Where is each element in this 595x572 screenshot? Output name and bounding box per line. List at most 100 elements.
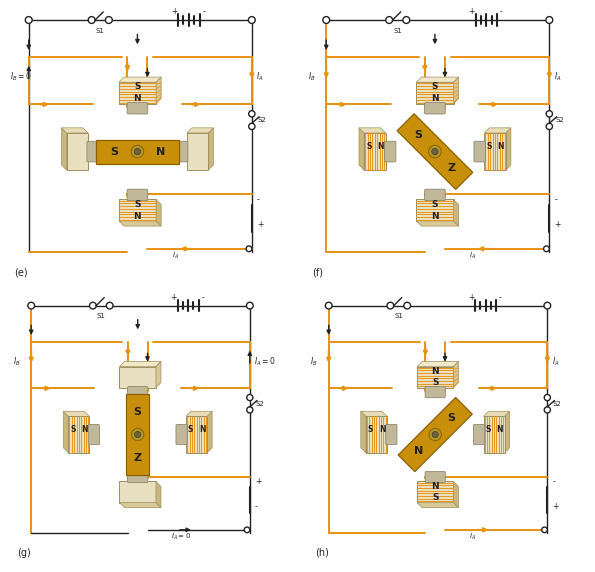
Text: N: N [134,94,141,104]
FancyBboxPatch shape [187,133,208,170]
Polygon shape [506,128,511,170]
Circle shape [246,302,253,309]
Circle shape [544,395,550,400]
FancyBboxPatch shape [87,141,98,162]
Polygon shape [453,77,459,104]
FancyBboxPatch shape [417,367,453,388]
Circle shape [28,302,35,309]
Polygon shape [505,411,510,453]
FancyBboxPatch shape [425,102,445,114]
FancyBboxPatch shape [120,367,156,388]
Text: $I_A$: $I_A$ [256,71,264,84]
Polygon shape [120,362,161,367]
Circle shape [325,302,332,309]
Circle shape [404,302,411,309]
Polygon shape [156,200,161,226]
Circle shape [432,148,438,154]
Text: S1: S1 [393,28,402,34]
Polygon shape [61,128,88,133]
Text: S: S [110,146,118,157]
FancyBboxPatch shape [386,424,397,444]
Text: S: S [366,141,371,150]
FancyBboxPatch shape [177,141,188,162]
FancyBboxPatch shape [88,424,99,444]
Circle shape [247,395,253,400]
Text: Z: Z [134,452,142,463]
Text: S: S [70,424,76,434]
Text: +: + [468,293,474,302]
FancyBboxPatch shape [67,133,88,170]
Text: S: S [134,200,140,209]
Polygon shape [156,362,161,388]
Text: $I_A$: $I_A$ [469,532,476,542]
Text: S1: S1 [394,313,403,320]
FancyBboxPatch shape [119,82,156,104]
Polygon shape [208,128,214,170]
Text: Z: Z [447,163,456,173]
Circle shape [544,246,549,252]
Circle shape [246,246,252,252]
Text: $I_B$: $I_B$ [13,355,21,368]
Polygon shape [397,114,473,189]
Text: S: S [432,200,438,209]
Text: S: S [188,424,193,434]
Text: S: S [432,82,438,92]
Polygon shape [484,411,510,416]
Polygon shape [61,128,67,170]
Text: -: - [500,7,503,16]
Text: +: + [468,7,475,16]
Circle shape [428,145,441,158]
FancyBboxPatch shape [425,387,445,398]
Text: +: + [170,293,177,302]
FancyBboxPatch shape [127,387,148,398]
Text: -: - [552,478,555,486]
Circle shape [134,148,140,154]
Text: S: S [486,424,491,434]
FancyBboxPatch shape [119,200,156,221]
Polygon shape [126,394,149,475]
FancyBboxPatch shape [425,471,445,483]
Circle shape [546,110,553,117]
FancyBboxPatch shape [484,416,505,453]
Circle shape [544,302,551,309]
FancyBboxPatch shape [474,141,486,162]
Polygon shape [361,411,387,416]
Text: N: N [431,482,439,491]
Polygon shape [207,411,212,453]
Circle shape [386,17,393,23]
Text: S: S [432,494,439,502]
Polygon shape [417,503,459,507]
Text: +: + [555,220,561,229]
Circle shape [248,17,255,23]
Polygon shape [359,128,386,133]
Text: (g): (g) [17,548,31,558]
FancyBboxPatch shape [364,133,386,170]
Polygon shape [186,411,212,416]
Text: S: S [134,407,142,416]
Text: N: N [378,141,384,150]
Polygon shape [120,503,161,507]
Text: S2: S2 [553,401,562,407]
Text: N: N [379,424,386,434]
Polygon shape [63,411,68,453]
Text: +: + [255,478,261,486]
Text: S: S [432,379,439,387]
Circle shape [131,428,144,440]
Circle shape [387,302,394,309]
Circle shape [546,17,553,23]
Polygon shape [96,140,179,164]
Circle shape [244,527,250,533]
Text: S: S [486,141,491,150]
Circle shape [429,428,441,440]
Text: $I_A=0$: $I_A=0$ [171,532,192,542]
FancyBboxPatch shape [186,416,207,453]
Polygon shape [156,482,161,507]
FancyBboxPatch shape [120,482,156,503]
FancyBboxPatch shape [474,424,485,444]
Text: -: - [202,7,205,16]
Text: -: - [255,502,258,511]
FancyBboxPatch shape [484,133,506,170]
Polygon shape [119,77,161,82]
FancyBboxPatch shape [176,424,187,444]
Circle shape [89,302,96,309]
